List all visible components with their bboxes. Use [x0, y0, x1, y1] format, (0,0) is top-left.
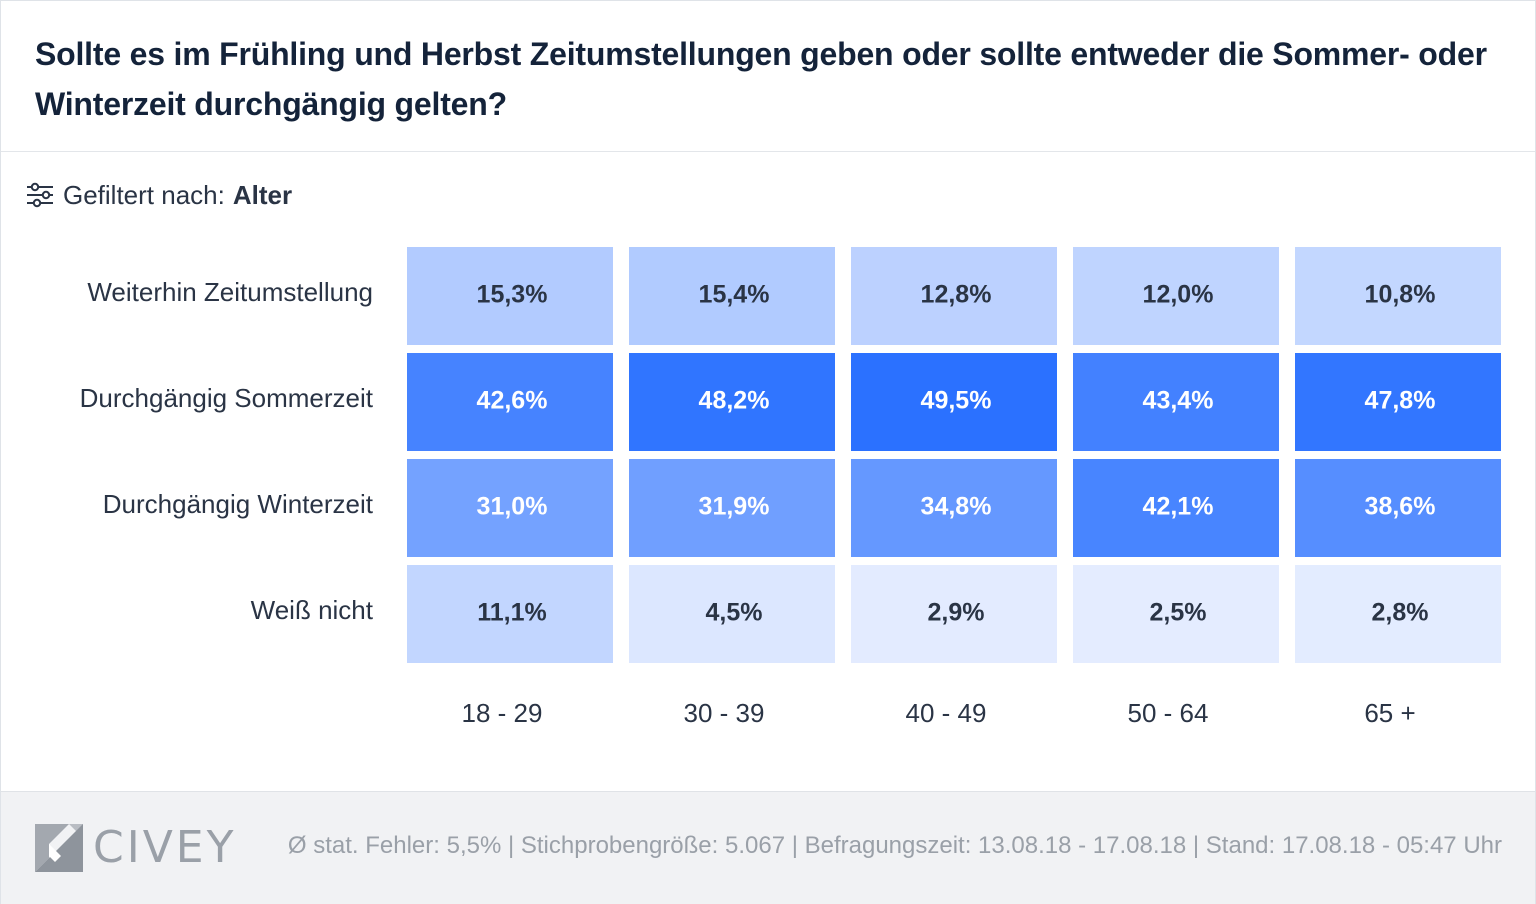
chart-title: Sollte es im Frühling und Herbst Zeitums…	[35, 36, 1487, 122]
civey-logo-icon	[35, 824, 83, 872]
cell-value-label: 38,6%	[1365, 493, 1436, 521]
row-label: Weiterhin Zeitumstellung	[87, 277, 373, 307]
cell-value-label: 2,5%	[1150, 599, 1207, 627]
cell-value-label: 10,8%	[1365, 281, 1436, 309]
cell-value-label: 15,3%	[477, 281, 548, 309]
cell-value-label: 49,5%	[921, 387, 992, 415]
heatmap-cell	[851, 459, 1057, 557]
logo-wordmark: CIVEY	[93, 822, 237, 873]
civey-logo[interactable]: CIVEY	[35, 824, 236, 872]
header: Sollte es im Frühling und Herbst Zeitums…	[1, 1, 1535, 152]
heatmap-cell	[1073, 247, 1279, 345]
heatmap-cell	[851, 565, 1057, 663]
heatmap-cell	[629, 247, 835, 345]
cell-value-label: 4,5%	[706, 599, 763, 627]
column-label: 50 - 64	[1128, 698, 1209, 728]
cell-value-label: 43,4%	[1143, 387, 1214, 415]
row-label: Durchgängig Winterzeit	[103, 489, 374, 519]
cell-value-label: 12,8%	[921, 281, 992, 309]
row-label: Weiß nicht	[251, 595, 374, 625]
heatmap-cell	[1073, 353, 1279, 451]
column-label: 30 - 39	[684, 698, 765, 728]
cell-value-label: 42,6%	[477, 387, 548, 415]
heatmap-cell	[851, 353, 1057, 451]
cell-value-label: 12,0%	[1143, 281, 1214, 309]
cell-value-label: 47,8%	[1365, 387, 1436, 415]
heatmap-cell	[629, 353, 835, 451]
cell-value-label: 15,4%	[699, 281, 770, 309]
column-label: 40 - 49	[906, 698, 987, 728]
heatmap-cell	[1073, 565, 1279, 663]
cell-value-label: 31,0%	[477, 493, 548, 521]
cell-value-label: 31,9%	[699, 493, 770, 521]
heatmap-chart: Weiterhin Zeitumstellung 15,3% 15,4% 12,8% 1…	[80, 247, 1501, 728]
footer: CIVEY Ø stat. Fehler: 5,5% | Stichproben…	[1, 791, 1535, 904]
cell-value-label: 42,1%	[1143, 493, 1214, 521]
heatmap-cell	[629, 565, 835, 663]
filter-indicator[interactable]: Gefiltert nach: Alter	[25, 177, 292, 213]
heatmap-cell	[1073, 459, 1279, 557]
heatmap-cell	[407, 353, 613, 451]
cell-value-label: 11,1%	[477, 599, 547, 627]
cell-value-label: 34,8%	[921, 493, 992, 521]
cell-value-label: 2,9%	[928, 599, 985, 627]
filter-label: Gefiltert nach:	[63, 179, 225, 210]
heatmap-cell	[851, 247, 1057, 345]
heatmap-cell	[407, 247, 613, 345]
survey-meta: Ø stat. Fehler: 5,5% | Stichprobengröße:…	[287, 832, 1502, 859]
heatmap-cell	[1295, 459, 1501, 557]
column-label: 65 +	[1364, 698, 1415, 728]
heatmap-cell	[1295, 353, 1501, 451]
row-label: Durchgängig Sommerzeit	[80, 383, 374, 413]
cell-value-label: 48,2%	[699, 387, 770, 415]
column-label: 18 - 29	[462, 698, 543, 728]
cell-value-label: 2,8%	[1372, 599, 1429, 627]
heatmap-cell	[1295, 247, 1501, 345]
heatmap-cell	[407, 459, 613, 557]
filter-value[interactable]: Alter	[232, 179, 293, 210]
heatmap-cell	[1295, 565, 1501, 663]
sliders-icon	[27, 182, 53, 208]
heatmap-cell	[407, 565, 613, 663]
heatmap-cell	[629, 459, 835, 557]
